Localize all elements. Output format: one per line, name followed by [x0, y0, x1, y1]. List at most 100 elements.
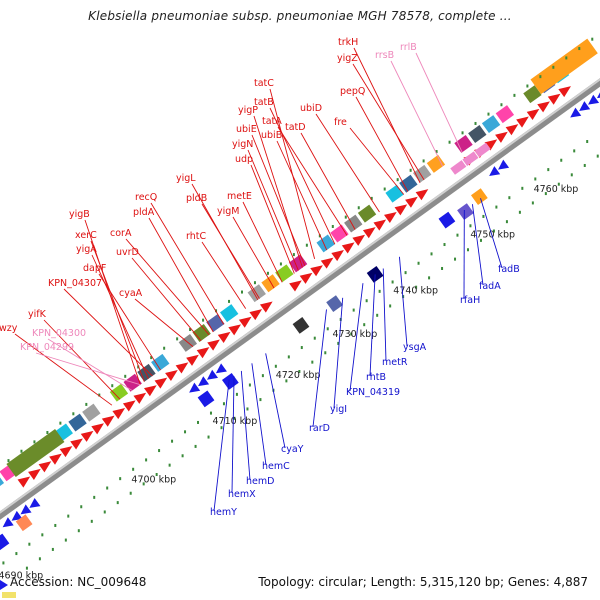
- gene-arrow[interactable]: [558, 86, 571, 98]
- feature-block[interactable]: [426, 154, 446, 173]
- gene-label-pldb[interactable]: pldB: [186, 193, 207, 204]
- gene-arrow[interactable]: [133, 392, 147, 404]
- gene-label-plda[interactable]: pldA: [133, 207, 155, 218]
- gene-arrow-reverse[interactable]: [570, 107, 582, 118]
- gene-arrow-reverse[interactable]: [198, 376, 210, 387]
- feature-block[interactable]: [288, 254, 308, 273]
- gene-label-tatd[interactable]: tatD: [285, 122, 306, 133]
- gene-label-hemd[interactable]: hemD: [246, 476, 274, 487]
- gene-label-tata[interactable]: tatA: [262, 116, 282, 127]
- gene-arrow-reverse[interactable]: [11, 510, 23, 521]
- gene-arrow-reverse[interactable]: [215, 363, 227, 374]
- gene-label-rhtb[interactable]: rhtB: [366, 372, 386, 383]
- gene-label-dapf[interactable]: dapF: [83, 263, 106, 274]
- gene-arrow[interactable]: [112, 408, 126, 420]
- feature-block[interactable]: [220, 304, 239, 323]
- gene-arrow[interactable]: [59, 446, 73, 458]
- gene-label-rrlb[interactable]: rrlB: [400, 42, 417, 53]
- gene-arrow[interactable]: [259, 301, 273, 313]
- gene-arrow-reverse[interactable]: [2, 517, 14, 528]
- feature-block-reverse[interactable]: [0, 533, 10, 551]
- gene-arrow[interactable]: [228, 324, 241, 336]
- gene-arrow[interactable]: [91, 423, 104, 435]
- feature-block[interactable]: [192, 324, 211, 342]
- rrna-block[interactable]: [450, 160, 467, 175]
- gene-label-yigm[interactable]: yigM: [217, 206, 240, 217]
- gene-label-hemy[interactable]: hemY: [210, 507, 237, 518]
- gene-label-pepq[interactable]: pepQ: [340, 86, 365, 97]
- gene-label-fadb[interactable]: fadB: [498, 264, 520, 275]
- feature-block[interactable]: [82, 403, 101, 422]
- gene-arrow[interactable]: [249, 309, 263, 321]
- gene-arrow[interactable]: [101, 415, 115, 427]
- gene-arrow[interactable]: [144, 385, 157, 397]
- gene-label-hemx[interactable]: hemX: [228, 489, 256, 500]
- feature-block[interactable]: [495, 105, 515, 124]
- feature-block-reverse[interactable]: [326, 295, 343, 313]
- gene-label-cyaa[interactable]: cyaA: [119, 288, 143, 299]
- gene-arrow[interactable]: [186, 354, 199, 366]
- gene-label-yifk[interactable]: yifK: [28, 309, 47, 320]
- feature-block[interactable]: [399, 174, 418, 193]
- gene-arrow-reverse[interactable]: [29, 497, 41, 508]
- gene-label-yign[interactable]: yigN: [232, 139, 253, 150]
- gene-arrow[interactable]: [165, 369, 178, 382]
- gene-arrow[interactable]: [495, 131, 508, 143]
- gene-arrow[interactable]: [28, 468, 41, 480]
- gene-label-rfah[interactable]: rfaH: [460, 295, 480, 306]
- gene-label-yigb[interactable]: yigB: [69, 209, 90, 220]
- feature-block[interactable]: [151, 353, 170, 372]
- feature-block[interactable]: [330, 224, 349, 243]
- gene-arrow-reverse[interactable]: [588, 94, 600, 105]
- feature-block-large[interactable]: [530, 38, 598, 95]
- gene-arrow[interactable]: [299, 272, 313, 284]
- gene-arrow[interactable]: [415, 189, 429, 201]
- forward-feature-blocks[interactable]: [0, 38, 598, 492]
- gene-label-yigl[interactable]: yigL: [176, 173, 196, 184]
- gene-label-mete[interactable]: metE: [227, 191, 252, 202]
- gene-label-xerc[interactable]: xerC: [75, 230, 97, 241]
- feature-block-reverse[interactable]: [292, 317, 310, 334]
- gene-arrow[interactable]: [238, 316, 252, 328]
- gene-arrow[interactable]: [207, 339, 220, 351]
- feature-block[interactable]: [261, 274, 280, 293]
- forward-strand-genes[interactable]: [17, 86, 571, 488]
- reverse-strand-genes[interactable]: [2, 88, 600, 528]
- gene-label-tatb[interactable]: tatB: [254, 97, 274, 108]
- gene-label-fada[interactable]: fadA: [479, 281, 501, 292]
- gene-arrow-reverse[interactable]: [206, 369, 219, 380]
- feature-block[interactable]: [206, 314, 225, 333]
- gene-label-recq[interactable]: recQ: [135, 192, 157, 203]
- gene-arrow-reverse[interactable]: [596, 88, 600, 99]
- gene-label-kpn_04319[interactable]: KPN_04319: [346, 387, 400, 398]
- gene-arrow[interactable]: [537, 101, 550, 113]
- gene-label-metr[interactable]: metR: [382, 357, 408, 368]
- feature-block[interactable]: [247, 284, 266, 303]
- gene-label-tatc[interactable]: tatC: [254, 78, 274, 89]
- gene-arrow[interactable]: [80, 430, 94, 442]
- gene-arrow[interactable]: [154, 377, 168, 389]
- gene-arrow[interactable]: [394, 204, 408, 216]
- feature-block-reverse[interactable]: [470, 188, 488, 206]
- feature-block-reverse[interactable]: [15, 514, 33, 532]
- gene-label-kpn_04299[interactable]: KPN_04299: [20, 342, 74, 353]
- gene-arrow[interactable]: [320, 257, 334, 269]
- gene-arrow[interactable]: [405, 196, 418, 208]
- gene-label-udp[interactable]: udp: [235, 154, 253, 165]
- gene-arrow[interactable]: [362, 227, 376, 239]
- feature-block[interactable]: [481, 115, 501, 134]
- feature-block-reverse[interactable]: [197, 390, 215, 408]
- gene-label-ysga[interactable]: ysgA: [403, 342, 427, 353]
- gene-arrow[interactable]: [484, 139, 498, 151]
- gene-arrow[interactable]: [547, 93, 561, 105]
- gene-label-yigz[interactable]: yigZ: [337, 53, 358, 64]
- feature-block[interactable]: [68, 413, 87, 432]
- gene-arrow[interactable]: [505, 124, 519, 136]
- gene-arrow[interactable]: [49, 453, 62, 465]
- gene-arrow[interactable]: [384, 211, 397, 224]
- gene-arrow[interactable]: [196, 347, 210, 359]
- gene-label-rard[interactable]: rarD: [309, 423, 330, 434]
- gene-label-trkh[interactable]: trkH: [338, 37, 358, 48]
- feature-block-reverse[interactable]: [221, 372, 239, 390]
